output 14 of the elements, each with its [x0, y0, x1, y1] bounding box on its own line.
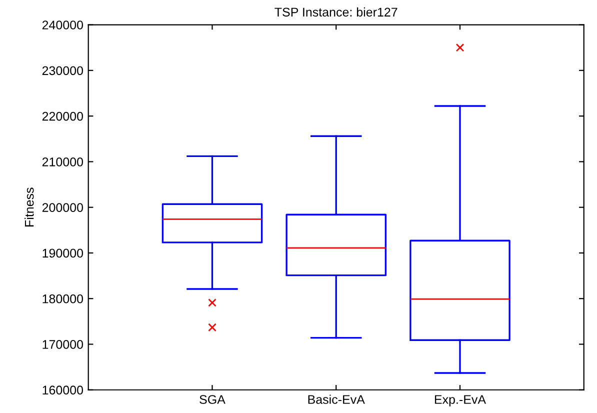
chart-title: TSP Instance: bier127 [274, 7, 398, 17]
x-tick-label: SGA [200, 395, 226, 404]
x-tick-label: Exp.-EvA [434, 395, 486, 406]
y-tick-label: 170000 [42, 340, 84, 349]
y-tick-label: 240000 [42, 20, 84, 30]
y-axis-title: Fitness [24, 188, 34, 226]
x-tick-label: Basic-EvA [308, 394, 365, 404]
y-tick-label: 200000 [42, 203, 84, 212]
y-tick-label: 230000 [42, 66, 84, 76]
y-tick-label: 220000 [42, 112, 84, 121]
y-tick-label: 210000 [42, 157, 84, 166]
y-tick-label: 160000 [42, 386, 84, 395]
y-tick-label: 190000 [42, 248, 84, 258]
y-tick-label: 180000 [42, 294, 84, 304]
